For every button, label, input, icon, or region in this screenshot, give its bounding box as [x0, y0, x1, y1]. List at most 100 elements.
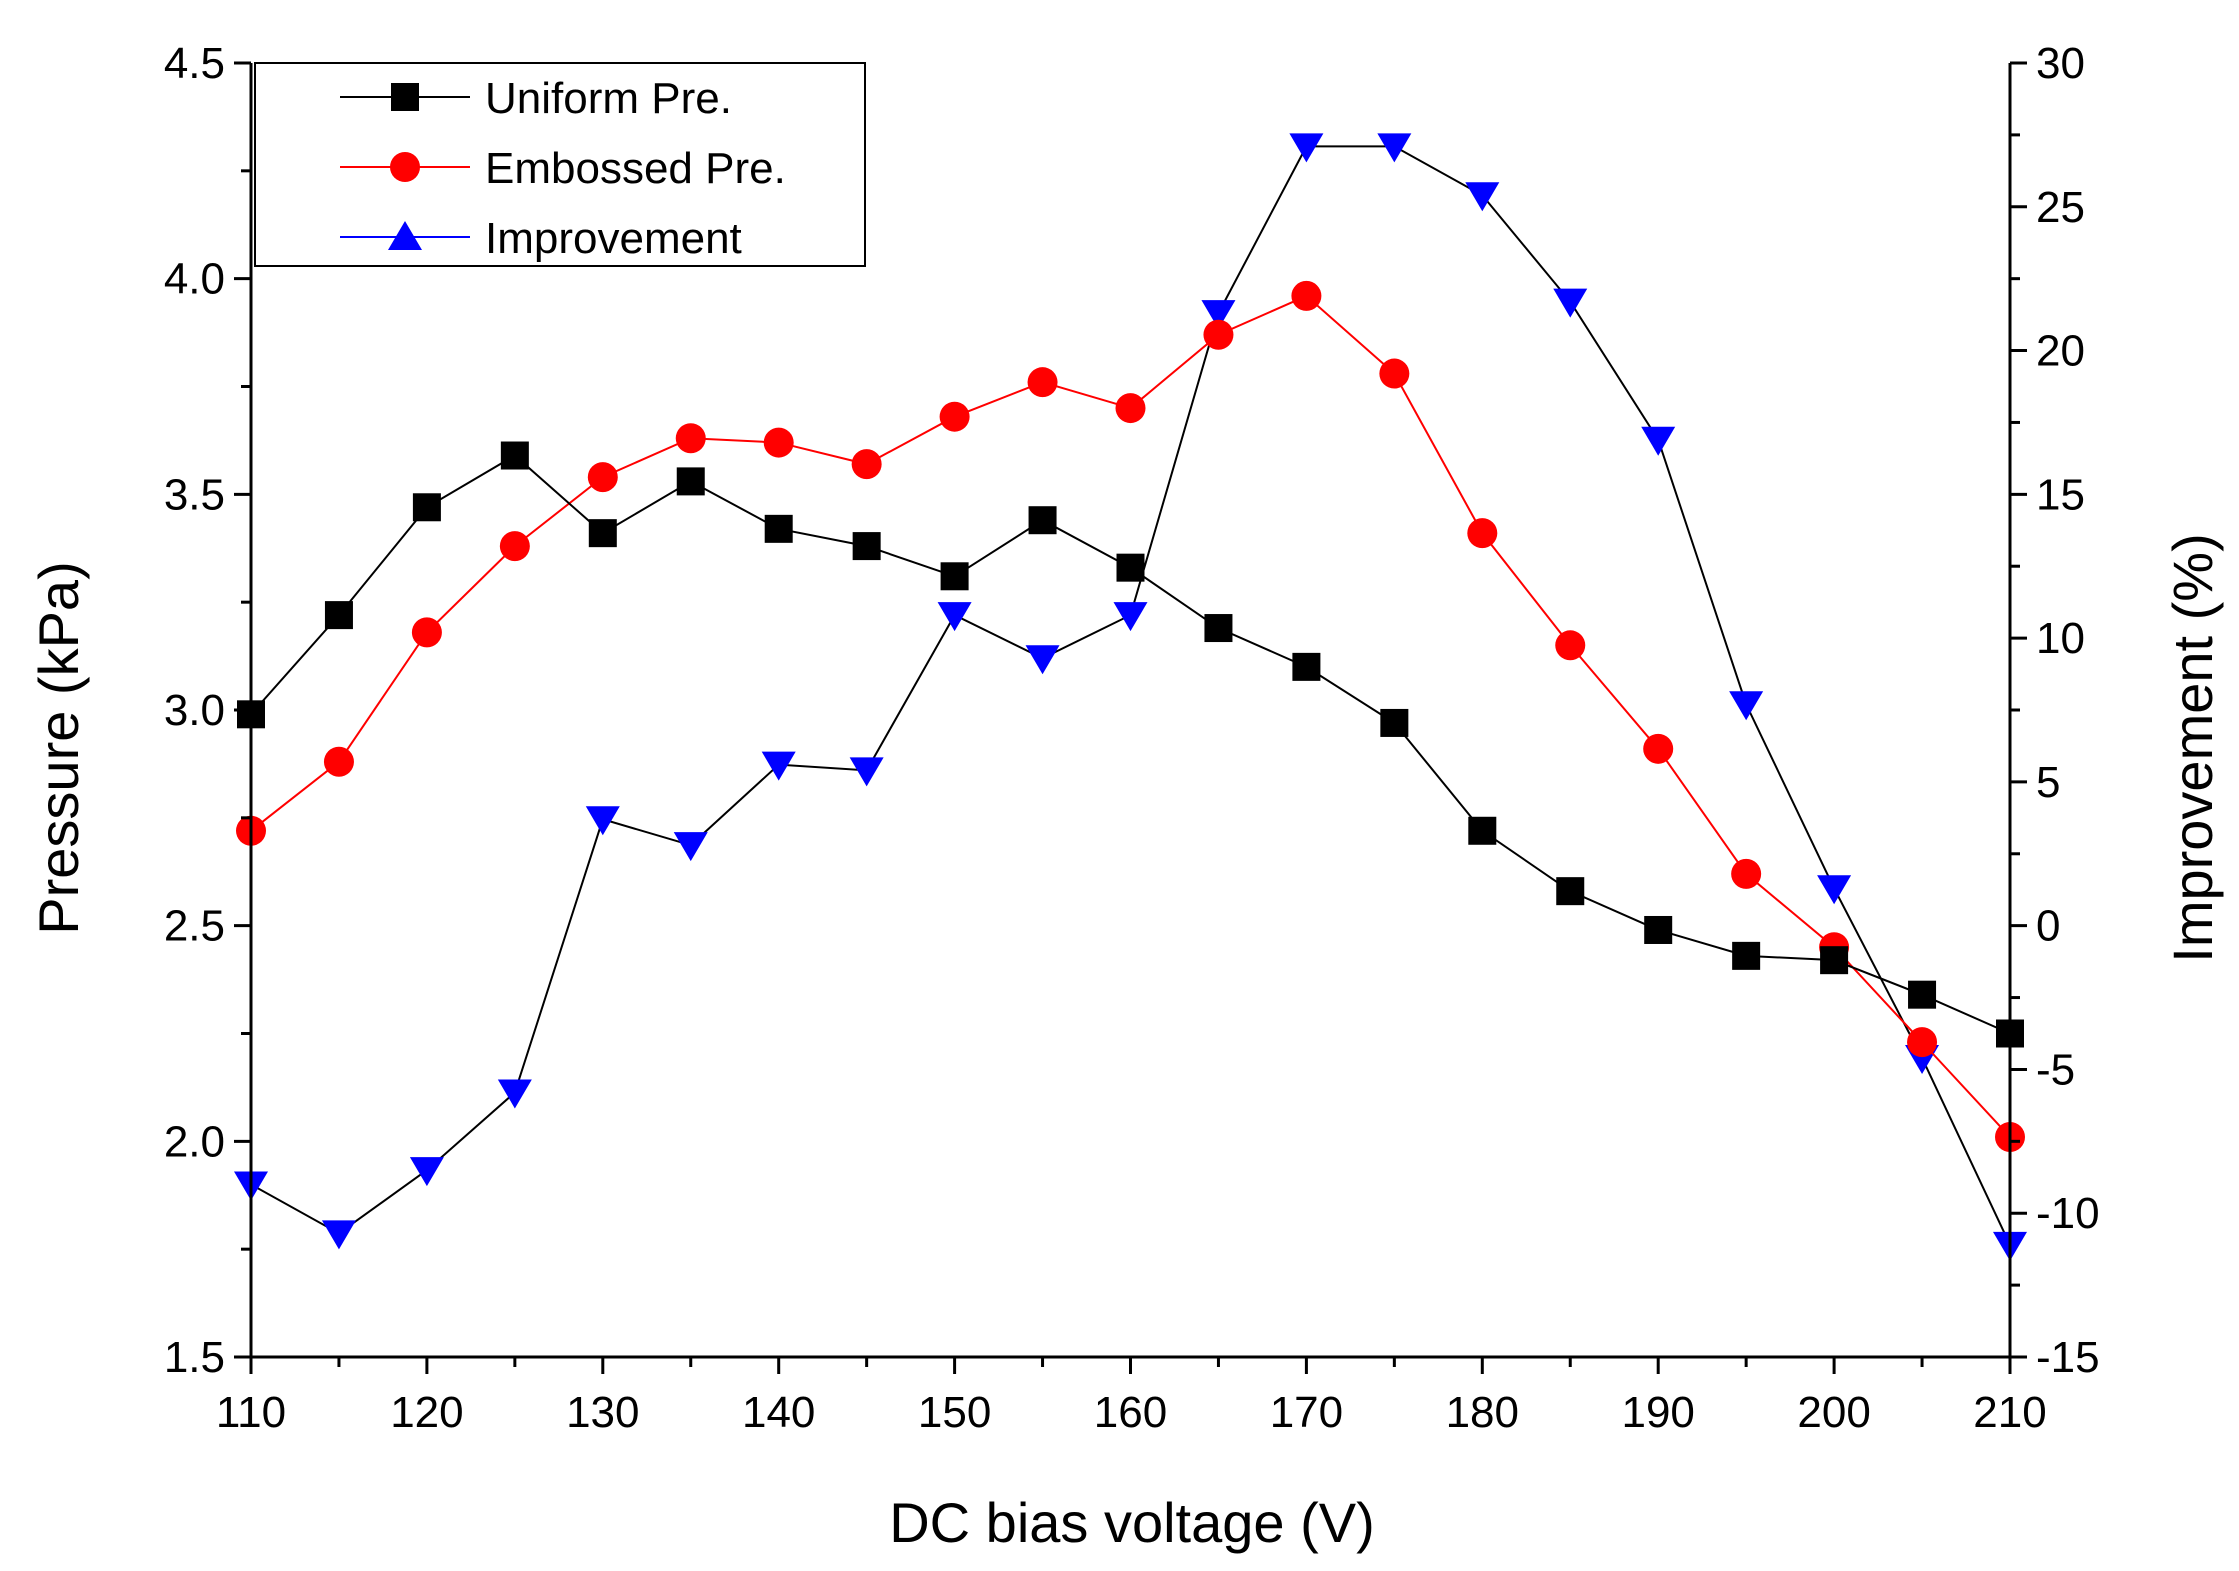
data-point — [1203, 319, 1234, 350]
data-point — [1644, 915, 1673, 944]
data-point — [1292, 652, 1321, 681]
y-tick-label: 4.5 — [164, 39, 225, 88]
data-point — [1732, 941, 1761, 970]
axes-layer: 110 120 130 140 150 160 170 180 190 200 2101.52.02… — [164, 39, 2100, 1437]
data-point — [1377, 133, 1412, 163]
legend: Uniform Pre. Embossed Pre. Improvement — [254, 62, 866, 267]
y-tick-label: 2.0 — [164, 1117, 225, 1166]
data-point — [852, 532, 881, 561]
legend-label: Uniform Pre. — [485, 74, 732, 123]
y-axis-title: Pressure (kPa) — [27, 561, 90, 934]
x-axis-title: DC bias voltage (V) — [889, 1491, 1375, 1554]
x-tick-label: 190 — [1621, 1388, 1694, 1437]
data-point — [1028, 506, 1057, 535]
data-point — [1729, 691, 1764, 721]
series-improvement — [234, 133, 2027, 1261]
x-tick-label: 210 — [1973, 1388, 2046, 1437]
data-point — [1467, 518, 1498, 549]
data-point — [1115, 393, 1146, 424]
x-tick-label: 120 — [390, 1388, 463, 1437]
data-point — [763, 427, 794, 458]
data-point — [1643, 733, 1674, 764]
x-tick-label: 150 — [918, 1388, 991, 1437]
data-point — [673, 832, 708, 862]
y-tick-label: 2.5 — [164, 902, 225, 951]
x-tick-label: 140 — [742, 1388, 815, 1437]
data-point — [1379, 358, 1410, 389]
y-tick-label: 3.5 — [164, 470, 225, 519]
data-point — [1465, 182, 1500, 212]
x-tick-label: 110 — [216, 1388, 286, 1437]
data-point — [1291, 280, 1322, 311]
x-tick-label: 130 — [566, 1388, 639, 1437]
data-point — [1201, 300, 1236, 330]
data-point — [587, 462, 618, 493]
data-point — [588, 519, 617, 548]
data-point — [1820, 946, 1849, 975]
legend-marker — [391, 83, 419, 111]
data-point — [323, 746, 354, 777]
x-tick-label: 160 — [1094, 1388, 1167, 1437]
data-point — [940, 562, 969, 591]
y2-tick-label: 10 — [2036, 614, 2085, 663]
data-point — [497, 1079, 532, 1109]
legend-marker — [388, 221, 422, 250]
data-point — [939, 401, 970, 432]
data-point — [937, 602, 972, 632]
legend-label: Improvement — [485, 214, 742, 263]
data-point — [412, 493, 441, 522]
y-tick-label: 4.0 — [164, 255, 225, 304]
data-point — [324, 601, 353, 630]
data-point — [1027, 367, 1058, 398]
data-point — [1204, 614, 1233, 643]
data-point — [411, 617, 442, 648]
data-point — [675, 423, 706, 454]
data-point — [849, 757, 884, 787]
series-embossed-pre — [236, 280, 2025, 1153]
y2-tick-label: -10 — [2036, 1189, 2100, 1238]
legend-marker — [390, 152, 420, 182]
y2-tick-label: -15 — [2036, 1333, 2100, 1382]
data-point — [1113, 602, 1148, 632]
y2-tick-label: 30 — [2036, 39, 2085, 88]
data-point — [764, 514, 793, 543]
data-point — [1468, 816, 1497, 845]
data-point — [1289, 133, 1324, 163]
data-point — [851, 449, 882, 480]
legend-entry: Improvement — [340, 214, 742, 263]
data-point — [499, 531, 530, 562]
data-point — [676, 467, 705, 496]
data-point — [1555, 630, 1586, 661]
y2-tick-label: 25 — [2036, 183, 2085, 232]
data-point — [1908, 980, 1937, 1009]
data-point — [409, 1157, 444, 1187]
data-point — [1731, 858, 1762, 889]
data-point — [1641, 426, 1676, 456]
y2-tick-label: -5 — [2036, 1045, 2075, 1094]
data-point — [1817, 875, 1852, 905]
series-layer — [234, 133, 2027, 1261]
data-point — [1380, 708, 1409, 737]
y2-tick-label: 5 — [2036, 758, 2060, 807]
x-tick-label: 180 — [1446, 1388, 1519, 1437]
legend-label: Embossed Pre. — [485, 144, 786, 193]
x-tick-label: 200 — [1797, 1388, 1870, 1437]
data-point — [1116, 553, 1145, 582]
data-point — [761, 751, 796, 781]
data-point — [1553, 288, 1588, 318]
data-point — [321, 1220, 356, 1250]
y2-tick-label: 20 — [2036, 327, 2085, 376]
legend-entry: Embossed Pre. — [340, 144, 786, 193]
data-point — [1025, 645, 1060, 675]
series-uniform-pre — [237, 441, 2024, 1048]
data-point — [1556, 877, 1585, 906]
data-point — [585, 806, 620, 836]
legend-entry: Uniform Pre. — [340, 74, 732, 123]
y2-tick-label: 15 — [2036, 470, 2085, 519]
data-point — [500, 441, 529, 470]
y2-tick-label: 0 — [2036, 902, 2060, 951]
y2-axis-title: Improvement (%) — [2161, 533, 2224, 962]
x-tick-label: 170 — [1270, 1388, 1343, 1437]
y-tick-label: 1.5 — [164, 1333, 225, 1382]
